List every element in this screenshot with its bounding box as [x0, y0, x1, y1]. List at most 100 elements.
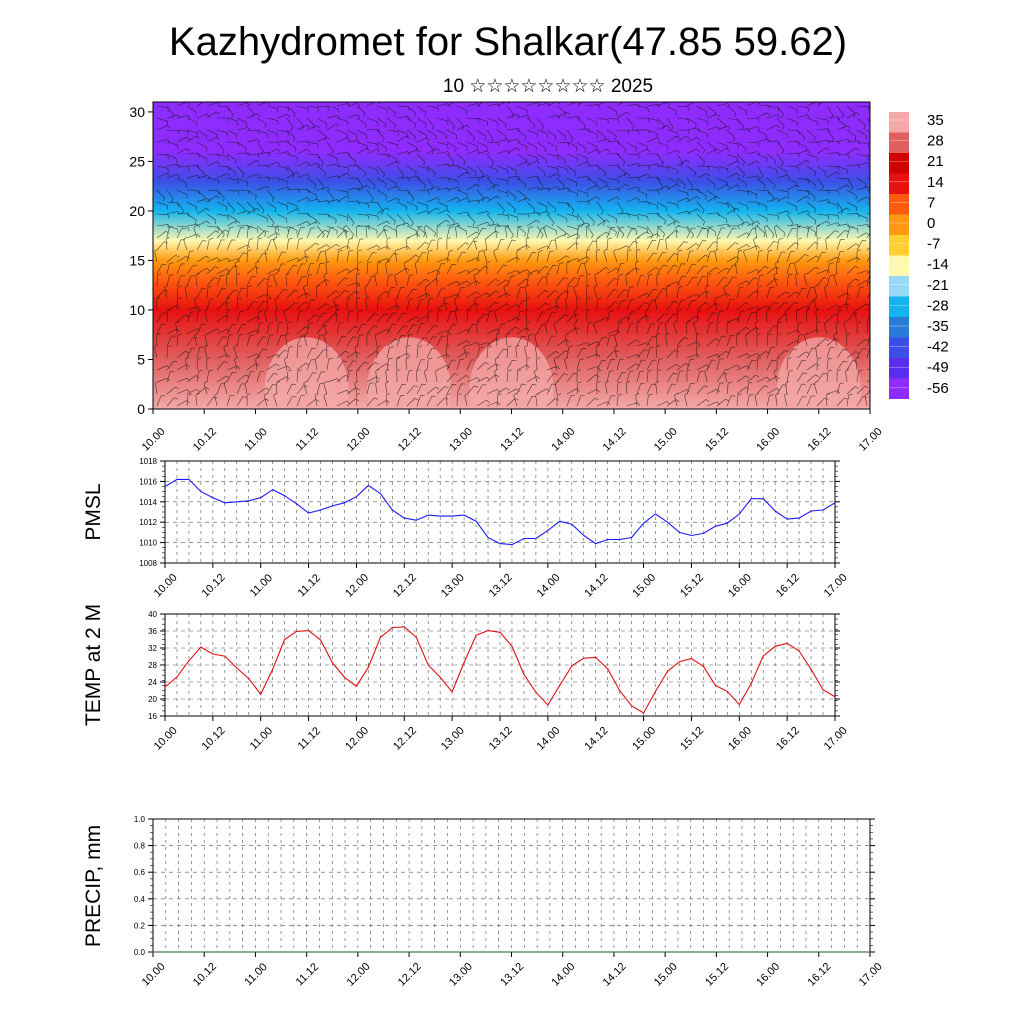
data-point: [236, 501, 238, 503]
data-point: [726, 690, 728, 692]
xtick-label: 11.00: [248, 572, 275, 599]
xtick-label: 13.12: [487, 725, 515, 753]
xtick-label: 13.00: [439, 572, 467, 600]
xtick-label: 10.12: [200, 725, 228, 753]
data-point: [296, 630, 298, 633]
data-point: [583, 657, 585, 659]
colorbar-label: -7: [927, 236, 940, 253]
data-point: [379, 493, 381, 495]
data-point: [451, 515, 453, 517]
data-point: [762, 655, 764, 657]
data-point: [583, 534, 585, 537]
data-point: [272, 488, 274, 491]
data-point: [188, 478, 190, 480]
data-point: [726, 522, 728, 524]
data-point: [284, 495, 286, 497]
data-point: [511, 645, 513, 647]
data-point: [822, 689, 824, 691]
data-point: [654, 513, 657, 515]
xtick-label: 17.00: [822, 572, 850, 600]
heatmap-y-axis: 0 5 10 15 20 25 30: [129, 104, 153, 417]
data-point: [451, 691, 453, 693]
data-point: [559, 520, 561, 522]
heatmap-ytick-label: 10: [129, 302, 145, 318]
heatmap-xtick-label: 13.00: [447, 426, 475, 454]
data-point: [248, 500, 250, 502]
temperature-2m-panel: TEMP at 2 M 16 20 24 28 32 36 40 10.00 10.12 11.0…: [82, 604, 850, 753]
data-point: [607, 538, 609, 541]
data-point: [690, 658, 693, 660]
data-point: [331, 662, 334, 664]
xtick-label: 10.00: [152, 725, 180, 753]
data-point: [810, 668, 812, 670]
colorbar-label: -49: [927, 359, 949, 376]
data-point: [391, 509, 393, 511]
temperature-colorbar: 35 28 21 14 7 0 -7 -14 -21 -28 -35 -42 -49 -56: [889, 112, 949, 399]
data-point: [176, 676, 178, 678]
data-point: [427, 664, 429, 666]
data-point: [212, 653, 214, 655]
data-point: [798, 517, 800, 519]
data-point: [750, 498, 752, 500]
data-point: [463, 661, 465, 664]
xtick-label: 11.12: [296, 572, 323, 599]
colorbar-label: 7: [927, 194, 935, 211]
xtick-label: 10.12: [191, 961, 219, 989]
data-point: [535, 537, 537, 540]
ytick-label: 0.8: [134, 842, 146, 851]
data-point: [810, 510, 812, 512]
data-point: [487, 629, 489, 632]
xtick-label: 10.00: [140, 961, 168, 989]
data-point: [750, 682, 752, 684]
data-point: [607, 668, 609, 670]
precipitation-panel: PRECIP, mm 0.0 0.2 0.4 0.6 0.8 1.0 10.00 10.12 1…: [82, 815, 885, 989]
data-point: [331, 505, 334, 507]
data-point: [260, 497, 262, 499]
data-point: [678, 531, 681, 534]
ytick-label: 0.0: [134, 948, 146, 957]
data-point: [164, 686, 166, 688]
xtick-label: 12.12: [391, 725, 419, 753]
data-point: [415, 519, 417, 521]
xtick-label: 11.12: [296, 725, 323, 752]
xtick-label: 10.00: [152, 572, 180, 600]
data-point: [738, 513, 740, 515]
data-point: [547, 529, 549, 531]
xtick-label: 12.12: [391, 572, 419, 600]
ytick-label: 0.4: [134, 895, 146, 904]
xtick-label: 15.00: [630, 725, 658, 753]
heatmap-ytick-label: 25: [129, 153, 145, 169]
data-point: [260, 693, 262, 695]
heatmap-xtick-label: 14.00: [549, 426, 577, 454]
xtick-label: 14.12: [582, 572, 610, 600]
heatmap-ytick-label: 0: [137, 401, 145, 417]
heatmap-ytick-label: 5: [137, 351, 145, 367]
heatmap-xtick-label: 16.12: [806, 426, 834, 454]
colorbar-label: 14: [927, 174, 944, 191]
data-point: [571, 523, 573, 525]
colorbar-label: 21: [927, 153, 944, 170]
heatmap-xtick-label: 16.00: [754, 426, 782, 454]
ytick-label: 16: [148, 712, 157, 721]
colorbar-label: -42: [927, 339, 949, 356]
colorbar-label: 0: [927, 215, 935, 232]
xtick-label: 14.00: [535, 725, 563, 753]
data-point: [487, 536, 489, 539]
ytick-label: 1010: [139, 539, 157, 548]
colorbar-label: 35: [927, 112, 944, 129]
data-point: [296, 503, 298, 505]
data-point: [619, 689, 621, 692]
xtick-label: 16.00: [726, 725, 754, 753]
data-point: [571, 665, 573, 667]
xtick-label: 13.12: [487, 572, 515, 600]
data-point: [248, 678, 250, 680]
data-point: [535, 691, 537, 693]
xtick-label: 13.12: [498, 961, 526, 989]
data-point: [272, 668, 274, 670]
data-point: [714, 684, 716, 687]
xtick-label: 10.12: [200, 572, 228, 600]
data-point: [595, 656, 597, 658]
data-point: [403, 626, 405, 628]
